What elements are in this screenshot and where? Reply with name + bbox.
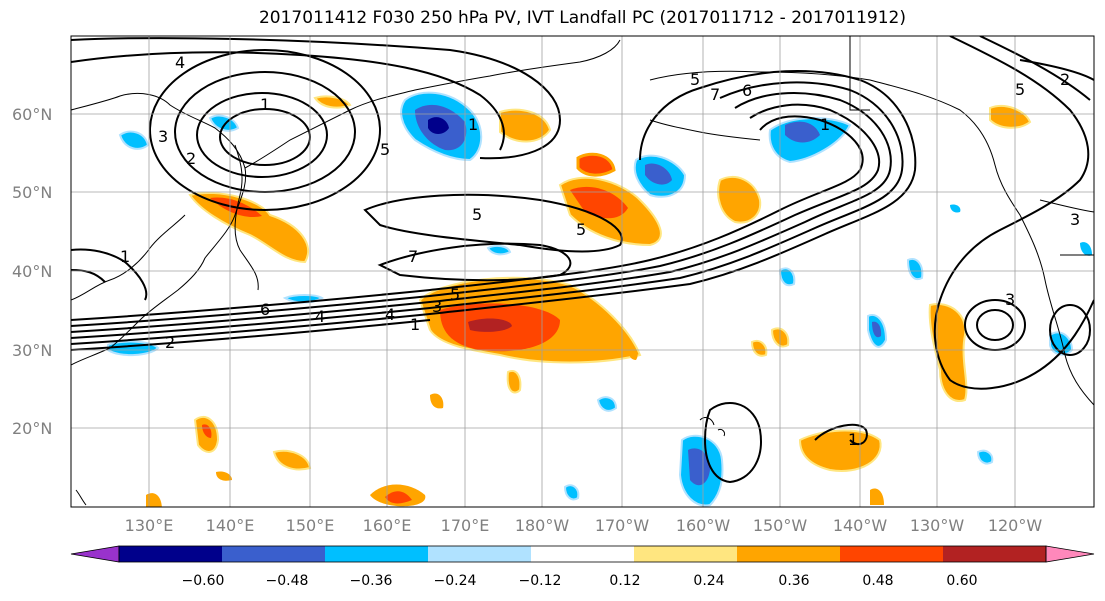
lon-label: 130°E <box>125 516 174 535</box>
contour-label: 5 <box>1015 80 1025 99</box>
colorbar-tick-label: 0.12 <box>609 573 640 589</box>
contour-label: 5 <box>472 205 482 224</box>
lon-label: 160°W <box>676 516 731 535</box>
contour-label: 7 <box>710 85 720 104</box>
lon-label: 180°W <box>515 516 570 535</box>
contour-label: 5 <box>690 70 700 89</box>
contour-label: 2 <box>1060 70 1070 89</box>
contour-label: 6 <box>260 300 270 319</box>
contour-label: 3 <box>432 297 442 316</box>
map-content: 4 1 3 5 2 1 5 5 7 7 6 5 4 1 3 5 6 4 2 1 … <box>71 36 1094 507</box>
contour-label: 3 <box>158 127 168 146</box>
colorbar-ticks: −0.60 −0.48 −0.36 −0.24 −0.12 0.12 0.24 … <box>182 573 978 589</box>
lon-label: 150°W <box>753 516 808 535</box>
lon-label: 170°E <box>441 516 490 535</box>
colorbar-swatch <box>531 546 635 562</box>
colorbar-tick-label: −0.12 <box>519 573 562 589</box>
colorbar-swatches <box>70 545 1095 563</box>
contour-label: 4 <box>175 53 185 72</box>
lon-label: 170°W <box>595 516 650 535</box>
lat-label-30: 30°N <box>12 341 52 360</box>
colorbar-tick-label: 0.60 <box>946 573 977 589</box>
colorbar-tick-label: −0.36 <box>350 573 393 589</box>
contour-label: 2 <box>186 149 196 168</box>
colorbar-extend-high <box>1045 545 1095 563</box>
lat-label-40: 40°N <box>12 262 52 281</box>
colorbar-swatch <box>737 546 841 562</box>
map-title: 2017011412 F030 250 hPa PV, IVT Landfall… <box>258 8 906 28</box>
colorbar-tick-label: 0.36 <box>778 573 809 589</box>
colorbar-border <box>118 545 1047 563</box>
contour-label: 1 <box>120 247 130 266</box>
contour-label: 6 <box>742 81 752 100</box>
contour-label: 1 <box>848 430 858 449</box>
lon-label: 120°W <box>988 516 1043 535</box>
colorbar-tick-label: 0.48 <box>862 573 893 589</box>
contour-label: 3 <box>1070 210 1080 229</box>
lon-label: 140°E <box>206 516 255 535</box>
contour-label: 1 <box>468 115 478 134</box>
contour-label: 3 <box>1005 290 1015 309</box>
latitude-labels: 60°N 50°N 40°N 30°N 20°N <box>12 105 52 438</box>
colorbar-swatch <box>943 546 1047 562</box>
negative-anomaly-regions <box>107 91 1092 507</box>
colorbar: −0.60 −0.48 −0.36 −0.24 −0.12 0.12 0.24 … <box>70 545 1095 589</box>
colorbar-swatch <box>428 546 532 562</box>
graticule <box>71 36 1094 507</box>
map-frame <box>70 35 1095 508</box>
contour-label: 7 <box>408 247 418 266</box>
longitude-labels: 130°E 140°E 150°E 160°E 170°E 180°W 170°… <box>125 516 1043 535</box>
contour-label: 4 <box>385 305 395 324</box>
colorbar-tick-label: 0.24 <box>693 573 724 589</box>
contour-label: 2 <box>165 333 175 352</box>
contour-label: 5 <box>576 220 586 239</box>
colorbar-swatch <box>119 546 223 562</box>
contour-label: 1 <box>820 115 830 134</box>
colorbar-tick-label: −0.48 <box>266 573 309 589</box>
lat-label-20: 20°N <box>12 419 52 438</box>
colorbar-swatch <box>222 546 326 562</box>
colorbar-swatch <box>325 546 429 562</box>
lon-label: 160°E <box>363 516 412 535</box>
colorbar-tick-label: −0.24 <box>434 573 477 589</box>
contour-label: 1 <box>410 315 420 334</box>
colorbar-extend-low <box>70 545 120 563</box>
colorbar-tick-label: −0.60 <box>182 573 225 589</box>
pv-contours <box>71 36 1094 484</box>
contour-labels: 4 1 3 5 2 1 5 5 7 7 6 5 4 1 3 5 6 4 2 1 … <box>120 53 1080 449</box>
lon-label: 150°E <box>286 516 335 535</box>
contour-label: 1 <box>260 95 270 114</box>
contour-label: 4 <box>315 307 325 326</box>
contour-label: 5 <box>450 285 460 304</box>
lon-label: 130°W <box>910 516 965 535</box>
lat-label-50: 50°N <box>12 183 52 202</box>
colorbar-swatch <box>840 546 944 562</box>
lat-label-60: 60°N <box>12 105 52 124</box>
contour-label: 5 <box>380 140 390 159</box>
colorbar-swatch <box>634 546 738 562</box>
lon-label: 140°W <box>833 516 888 535</box>
